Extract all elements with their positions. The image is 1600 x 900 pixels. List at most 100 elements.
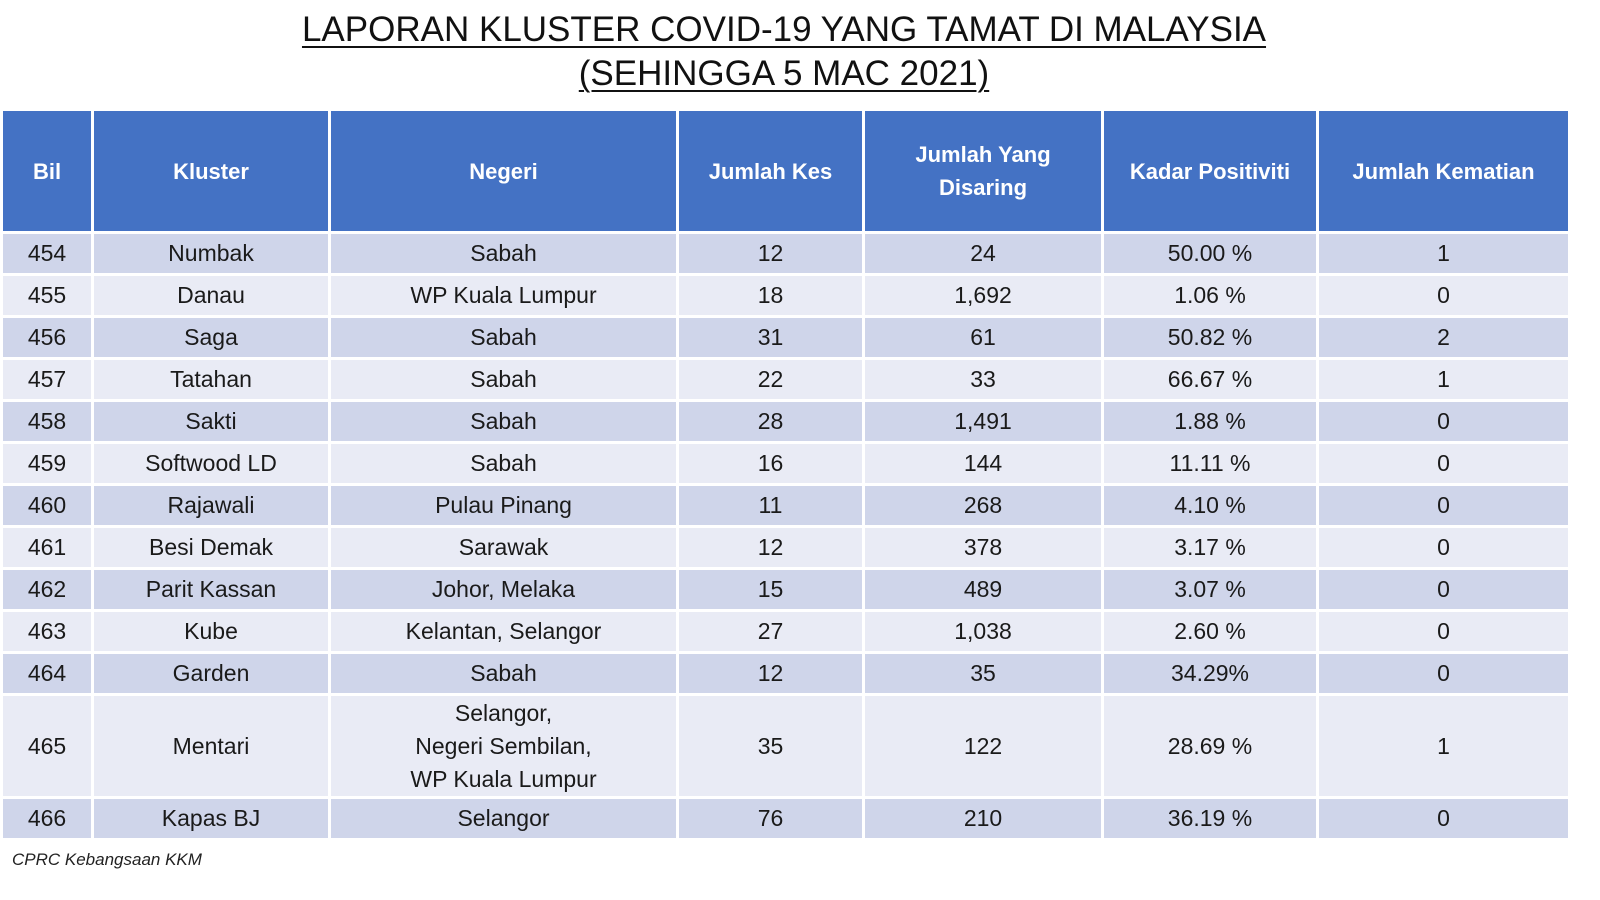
cell-negeri: Sabah <box>328 441 679 486</box>
cell-jumlah-kematian: 0 <box>1316 483 1571 528</box>
cell-jumlah-kes: 12 <box>676 231 865 276</box>
cell-jumlah-kes: 27 <box>676 609 865 654</box>
cell-bil: 458 <box>0 399 94 444</box>
table-row: 456 Saga Sabah 31 61 50.82 % 2 <box>0 315 1571 360</box>
table-row: 458 Sakti Sabah 28 1,491 1.88 % 0 <box>0 399 1571 444</box>
negeri-line: Sabah <box>470 450 537 476</box>
cell-jumlah-disaring: 61 <box>862 315 1104 360</box>
cell-kadar-positiviti: 1.06 % <box>1101 273 1319 318</box>
table-row: 465 Mentari Selangor, Negeri Sembilan, WP Ku… <box>0 693 1571 799</box>
negeri-line: Sabah <box>470 366 537 392</box>
cell-jumlah-kematian: 0 <box>1316 525 1571 570</box>
cell-jumlah-kes: 28 <box>676 399 865 444</box>
table-row: 455 Danau WP Kuala Lumpur 18 1,692 1.06 % 0 <box>0 273 1571 318</box>
cell-jumlah-kematian: 0 <box>1316 651 1571 696</box>
cell-kluster: Garden <box>91 651 331 696</box>
cluster-table: Bil Kluster Negeri Jumlah Kes Jumlah Yan… <box>0 108 1571 841</box>
table-row: 463 Kube Kelantan, Selangor 27 1,038 2.60 % 0 <box>0 609 1571 654</box>
cell-bil: 466 <box>0 796 94 841</box>
cell-jumlah-kes: 31 <box>676 315 865 360</box>
cell-jumlah-disaring: 24 <box>862 231 1104 276</box>
cell-jumlah-kematian: 0 <box>1316 796 1571 841</box>
table-header-row: Bil Kluster Negeri Jumlah Kes Jumlah Yan… <box>0 108 1571 234</box>
cell-jumlah-disaring: 35 <box>862 651 1104 696</box>
cell-jumlah-disaring: 1,491 <box>862 399 1104 444</box>
cell-kadar-positiviti: 50.82 % <box>1101 315 1319 360</box>
cell-jumlah-kes: 11 <box>676 483 865 528</box>
cell-negeri: Selangor, Negeri Sembilan, WP Kuala Lumpur <box>328 693 679 799</box>
negeri-line: Pulau Pinang <box>435 492 572 518</box>
header-jumlah-kes: Jumlah Kes <box>676 108 865 234</box>
cell-jumlah-kes: 12 <box>676 525 865 570</box>
table-row: 466 Kapas BJ Selangor 76 210 36.19 % 0 <box>0 796 1571 841</box>
cell-jumlah-disaring: 378 <box>862 525 1104 570</box>
cell-jumlah-disaring: 210 <box>862 796 1104 841</box>
cell-jumlah-kes: 16 <box>676 441 865 486</box>
cell-bil: 464 <box>0 651 94 696</box>
cell-jumlah-kes: 22 <box>676 357 865 402</box>
table-row: 460 Rajawali Pulau Pinang 11 268 4.10 % 0 <box>0 483 1571 528</box>
cell-jumlah-kematian: 0 <box>1316 273 1571 318</box>
cell-negeri: Sabah <box>328 399 679 444</box>
cell-bil: 454 <box>0 231 94 276</box>
cell-jumlah-kematian: 0 <box>1316 441 1571 486</box>
negeri-line: WP Kuala Lumpur <box>410 765 597 792</box>
cell-jumlah-disaring: 1,692 <box>862 273 1104 318</box>
cell-bil: 465 <box>0 693 94 799</box>
cell-jumlah-disaring: 489 <box>862 567 1104 612</box>
cell-jumlah-disaring: 144 <box>862 441 1104 486</box>
table-row: 462 Parit Kassan Johor, Melaka 15 489 3.07 % 0 <box>0 567 1571 612</box>
cell-jumlah-kematian: 1 <box>1316 357 1571 402</box>
cell-negeri: WP Kuala Lumpur <box>328 273 679 318</box>
cell-negeri: Sabah <box>328 651 679 696</box>
cell-kluster: Danau <box>91 273 331 318</box>
cell-bil: 457 <box>0 357 94 402</box>
table-row: 459 Softwood LD Sabah 16 144 11.11 % 0 <box>0 441 1571 486</box>
table-row: 464 Garden Sabah 12 35 34.29% 0 <box>0 651 1571 696</box>
cell-kadar-positiviti: 3.07 % <box>1101 567 1319 612</box>
cell-jumlah-kematian: 1 <box>1316 231 1571 276</box>
cell-kadar-positiviti: 66.67 % <box>1101 357 1319 402</box>
cell-kadar-positiviti: 50.00 % <box>1101 231 1319 276</box>
cell-kadar-positiviti: 36.19 % <box>1101 796 1319 841</box>
table-row: 454 Numbak Sabah 12 24 50.00 % 1 <box>0 231 1571 276</box>
cell-jumlah-kematian: 0 <box>1316 399 1571 444</box>
cell-kluster: Rajawali <box>91 483 331 528</box>
title-line-2: (SEHINGGA 5 MAC 2021) <box>578 54 990 93</box>
negeri-line: Kelantan, Selangor <box>405 618 602 644</box>
cell-kluster: Kube <box>91 609 331 654</box>
cell-negeri: Selangor <box>328 796 679 841</box>
cell-bil: 456 <box>0 315 94 360</box>
cell-negeri: Pulau Pinang <box>328 483 679 528</box>
cell-bil: 462 <box>0 567 94 612</box>
cell-bil: 461 <box>0 525 94 570</box>
cell-negeri: Kelantan, Selangor <box>328 609 679 654</box>
cell-negeri: Sarawak <box>328 525 679 570</box>
negeri-line: Sabah <box>470 408 537 434</box>
header-kluster: Kluster <box>91 108 331 234</box>
cell-jumlah-kes: 18 <box>676 273 865 318</box>
cell-bil: 459 <box>0 441 94 486</box>
cell-jumlah-disaring: 122 <box>862 693 1104 799</box>
cell-kluster: Softwood LD <box>91 441 331 486</box>
cell-jumlah-kematian: 2 <box>1316 315 1571 360</box>
cell-kadar-positiviti: 34.29% <box>1101 651 1319 696</box>
negeri-line: Sabah <box>470 240 537 266</box>
negeri-line: WP Kuala Lumpur <box>410 282 597 308</box>
cell-jumlah-disaring: 1,038 <box>862 609 1104 654</box>
cell-jumlah-disaring: 268 <box>862 483 1104 528</box>
title-line-1: LAPORAN KLUSTER COVID-19 YANG TAMAT DI M… <box>301 10 1267 49</box>
cell-jumlah-disaring: 33 <box>862 357 1104 402</box>
cell-kadar-positiviti: 11.11 % <box>1101 441 1319 486</box>
cell-bil: 455 <box>0 273 94 318</box>
header-kadar-positiviti: Kadar Positiviti <box>1101 108 1319 234</box>
negeri-line: Sabah <box>470 660 537 686</box>
table-row: 461 Besi Demak Sarawak 12 378 3.17 % 0 <box>0 525 1571 570</box>
cell-jumlah-kematian: 0 <box>1316 609 1571 654</box>
cell-negeri: Johor, Melaka <box>328 567 679 612</box>
cell-kadar-positiviti: 1.88 % <box>1101 399 1319 444</box>
cell-kluster: Numbak <box>91 231 331 276</box>
table-body: 454 Numbak Sabah 12 24 50.00 % 1 455 Danau WP Kua… <box>0 231 1571 841</box>
cell-jumlah-kes: 15 <box>676 567 865 612</box>
cell-kluster: Saga <box>91 315 331 360</box>
